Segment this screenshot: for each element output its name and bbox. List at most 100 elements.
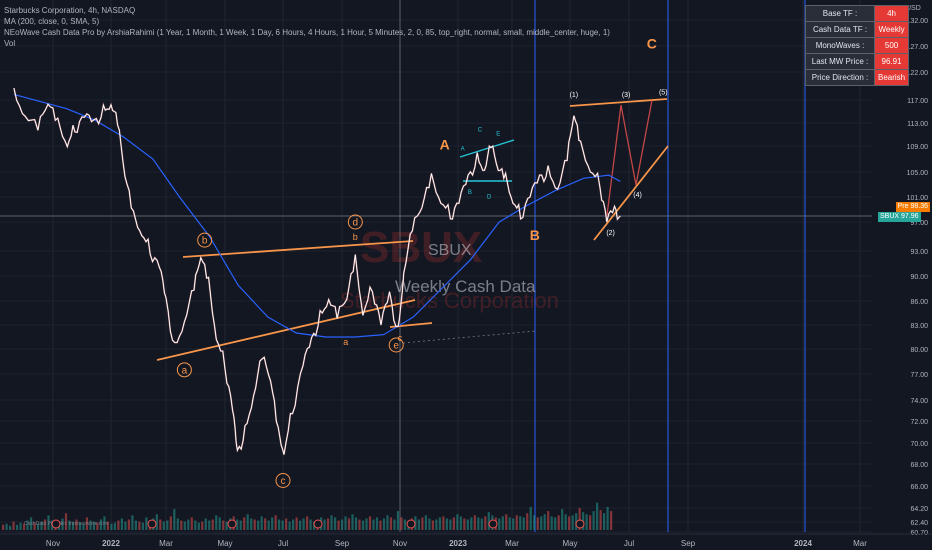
volume-bar — [166, 520, 169, 530]
cashdata-footer: CashData Provider: iranneowave.com — [24, 521, 108, 527]
triangle-upper-line — [182, 240, 414, 258]
time-tick-label: Nov — [46, 539, 60, 548]
info-value: 96.91 — [873, 53, 910, 70]
volume-bar — [124, 521, 127, 530]
wave-label: d — [353, 218, 359, 229]
time-tick-label: May — [217, 539, 232, 548]
wave-label: C — [478, 128, 483, 134]
time-tick-label: Mar — [505, 539, 519, 548]
volume-bar — [536, 517, 539, 530]
volume-bar — [596, 502, 599, 530]
legend-indicator: NEoWave Cash Data Pro by ArshiaRahimi (1… — [4, 28, 610, 37]
price-tick-label: 64.20 — [910, 506, 928, 513]
volume-bar — [456, 514, 459, 530]
volume-bar — [610, 511, 613, 530]
volume-bar — [459, 516, 462, 530]
volume-bar — [473, 515, 476, 530]
volume-bar — [243, 517, 246, 530]
volume-bar — [526, 513, 529, 530]
volume-bar — [515, 515, 518, 530]
price-tick-label: 132.00 — [907, 18, 929, 25]
volume-bar — [61, 518, 64, 530]
volume-bar — [211, 519, 214, 530]
volume-bar — [201, 521, 204, 530]
wedge-lower-line — [593, 145, 669, 241]
wave-label-circle — [347, 214, 363, 230]
time-tick-label: 2024 — [794, 539, 812, 548]
volume-bar — [592, 511, 595, 530]
time-tick-label: Sep — [335, 539, 350, 548]
volume-bar — [134, 520, 137, 530]
price-tick-label: 86.00 — [910, 299, 928, 306]
legend-vol: Vol — [4, 39, 16, 48]
volume-bar — [92, 521, 96, 530]
volume-bar — [487, 512, 490, 530]
volume-bar — [424, 515, 428, 530]
price-tick-label: 83.00 — [910, 323, 928, 330]
volume-bar — [344, 516, 347, 530]
volume-bar — [428, 518, 431, 530]
volume-bar — [417, 519, 421, 530]
projection-dotted-line — [402, 330, 536, 344]
volume-bar — [288, 521, 291, 530]
volume-bar — [246, 514, 249, 530]
volume-bar — [257, 520, 260, 530]
volume-bar — [12, 521, 15, 530]
price-tick-label: 117.00 — [907, 98, 928, 105]
volume-bar — [225, 521, 228, 530]
volume-bar — [379, 520, 382, 530]
volume-bar — [180, 520, 183, 530]
earnings-marker — [575, 519, 585, 529]
volume-bar — [169, 516, 172, 530]
volume-bar — [368, 516, 372, 530]
volume-bar — [82, 523, 85, 530]
volume-bar — [131, 515, 134, 530]
volume-bar — [162, 521, 165, 530]
price-tick-label: 70.00 — [910, 441, 928, 448]
volume-bar — [120, 518, 124, 530]
volume-bar — [5, 523, 8, 530]
pre-label: Pre — [897, 203, 909, 210]
ma200-line — [13, 93, 621, 338]
wave-label: A — [440, 136, 450, 152]
info-value: Bearish — [873, 69, 910, 86]
volume-bar — [299, 520, 302, 530]
volume-bar — [386, 515, 389, 530]
volume-bar — [358, 519, 361, 530]
earnings-marker — [406, 519, 416, 529]
teal-upper-line — [459, 139, 515, 158]
volume-bar — [599, 510, 602, 530]
volume-bar — [222, 520, 225, 530]
pre-price: 98.36 — [910, 203, 928, 210]
wave-label: c — [398, 333, 403, 343]
volume-bar — [508, 517, 511, 530]
time-tick-label: Mar — [159, 539, 173, 548]
volume-bar — [452, 517, 455, 530]
earnings-marker — [488, 519, 498, 529]
price-tick-label: 77.00 — [910, 372, 928, 379]
volume-bar — [204, 518, 207, 530]
price-tick-label: 68.00 — [910, 462, 928, 469]
volume-bar — [110, 523, 113, 530]
wave-label: (1) — [570, 92, 579, 99]
volume-bar — [253, 519, 256, 530]
price-tick-label: 97.00 — [910, 220, 928, 227]
badge-price: 97.96 — [901, 213, 919, 220]
wedge-upper-line — [569, 98, 668, 107]
volume-bar — [480, 518, 483, 530]
volume-bar — [323, 519, 326, 530]
price-tick-label: 113.00 — [907, 121, 928, 128]
volume-bar — [47, 515, 50, 530]
pre-market-badge: Pre 98.36 — [895, 202, 930, 212]
info-row: Last MW Price :96.91 — [805, 53, 910, 70]
volume-bar — [575, 513, 578, 530]
volume-bar — [554, 517, 557, 530]
volume-bar — [396, 511, 400, 530]
volume-bar — [568, 516, 571, 530]
info-row: Price Direction : Bearish — [805, 69, 910, 86]
wave-label: A — [461, 147, 465, 153]
volume-bar — [250, 518, 253, 530]
